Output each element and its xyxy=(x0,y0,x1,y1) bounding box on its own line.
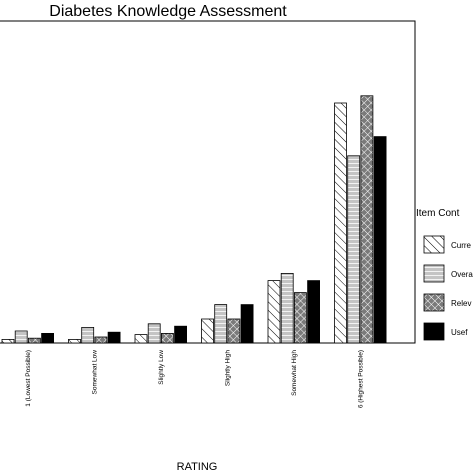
bars-group xyxy=(1,95,387,344)
bar-2-category-3 xyxy=(147,323,161,344)
legend-label-4: Usef xyxy=(451,328,468,337)
legend-label-3: Relev xyxy=(451,299,471,308)
x-tick-label: 6 (Highest Possible) xyxy=(357,350,364,408)
bar-1-category-6 xyxy=(334,102,347,344)
chart-title: Diabetes Knowledge Assessment xyxy=(49,3,287,20)
bar-3-category-4 xyxy=(227,318,241,344)
legend-swatch-4 xyxy=(423,322,445,341)
bar-1-category-2 xyxy=(68,338,81,344)
bar-1-category-5 xyxy=(267,280,281,344)
bar-3-category-1 xyxy=(27,337,41,344)
bar-3-category-2 xyxy=(94,336,108,344)
x-tick-labels: 1 (Lowest Possible) Somewhat Low Slightly … xyxy=(25,350,364,409)
bar-2-category-6 xyxy=(347,155,361,344)
bar-2-category-4 xyxy=(214,304,228,344)
bar-4-category-3 xyxy=(174,325,188,344)
bar-4-category-6 xyxy=(373,136,387,344)
legend-swatch-1 xyxy=(423,235,445,254)
legend: Curre Overa Relev Usef xyxy=(423,235,473,341)
x-tick-label: Slightly Low xyxy=(158,350,165,385)
x-tick-label: Somewhat Low xyxy=(91,350,98,395)
bar-4-category-5 xyxy=(307,280,321,344)
legend-label-2: Overa xyxy=(451,270,473,279)
legend-swatch-2 xyxy=(423,264,445,283)
legend-swatch-3 xyxy=(423,293,445,312)
bar-4-category-1 xyxy=(41,332,54,344)
bar-1-category-3 xyxy=(134,334,148,344)
x-tick-label: Somewhat High xyxy=(291,350,298,396)
bar-2-category-5 xyxy=(280,272,294,344)
legend-title: Item Cont xyxy=(416,208,460,219)
bar-4-category-2 xyxy=(107,331,121,344)
x-tick-label: Slightly High xyxy=(224,350,231,387)
bar-4-category-4 xyxy=(240,304,254,344)
bar-1-category-4 xyxy=(201,318,214,344)
bar-3-category-5 xyxy=(293,292,307,344)
legend-label-1: Curre xyxy=(451,241,472,250)
bar-3-category-3 xyxy=(160,332,174,344)
x-tick-label: 1 (Lowest Possible) xyxy=(25,350,32,407)
x-axis-title: RATING xyxy=(177,461,218,473)
bar-1-category-1 xyxy=(1,338,15,344)
bar-3-category-6 xyxy=(360,95,374,344)
bar-2-category-1 xyxy=(14,330,28,344)
bar-2-category-2 xyxy=(81,326,95,344)
